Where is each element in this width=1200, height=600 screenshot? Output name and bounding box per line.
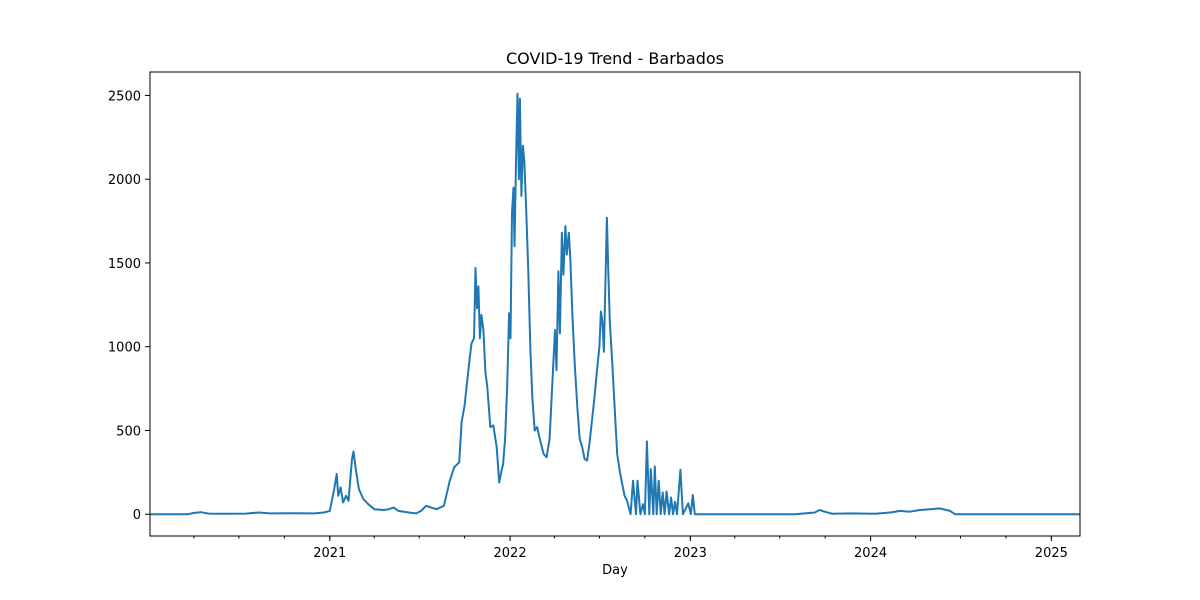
x-tick-label: 2024 xyxy=(854,546,887,561)
y-tick-label: 0 xyxy=(133,508,141,523)
x-tick-label: 2023 xyxy=(674,546,707,561)
y-tick-label: 1000 xyxy=(108,341,141,356)
y-tick-label: 2500 xyxy=(108,89,141,104)
chart-title: COVID-19 Trend - Barbados xyxy=(506,49,724,68)
x-axis: 2021 2022 2023 2024 2025 xyxy=(193,536,1068,561)
series-line xyxy=(150,92,1080,516)
x-tick-label: 2022 xyxy=(494,546,527,561)
y-tick-label: 2000 xyxy=(108,173,141,188)
y-tick-label: 1500 xyxy=(108,257,141,272)
y-axis: 0 500 1000 1500 2000 2500 xyxy=(108,89,150,523)
x-axis-label: Day xyxy=(602,563,628,578)
x-tick-label: 2025 xyxy=(1035,546,1068,561)
y-tick-label: 500 xyxy=(116,424,141,439)
plot-frame xyxy=(149,71,1081,537)
x-tick-label: 2021 xyxy=(313,546,346,561)
